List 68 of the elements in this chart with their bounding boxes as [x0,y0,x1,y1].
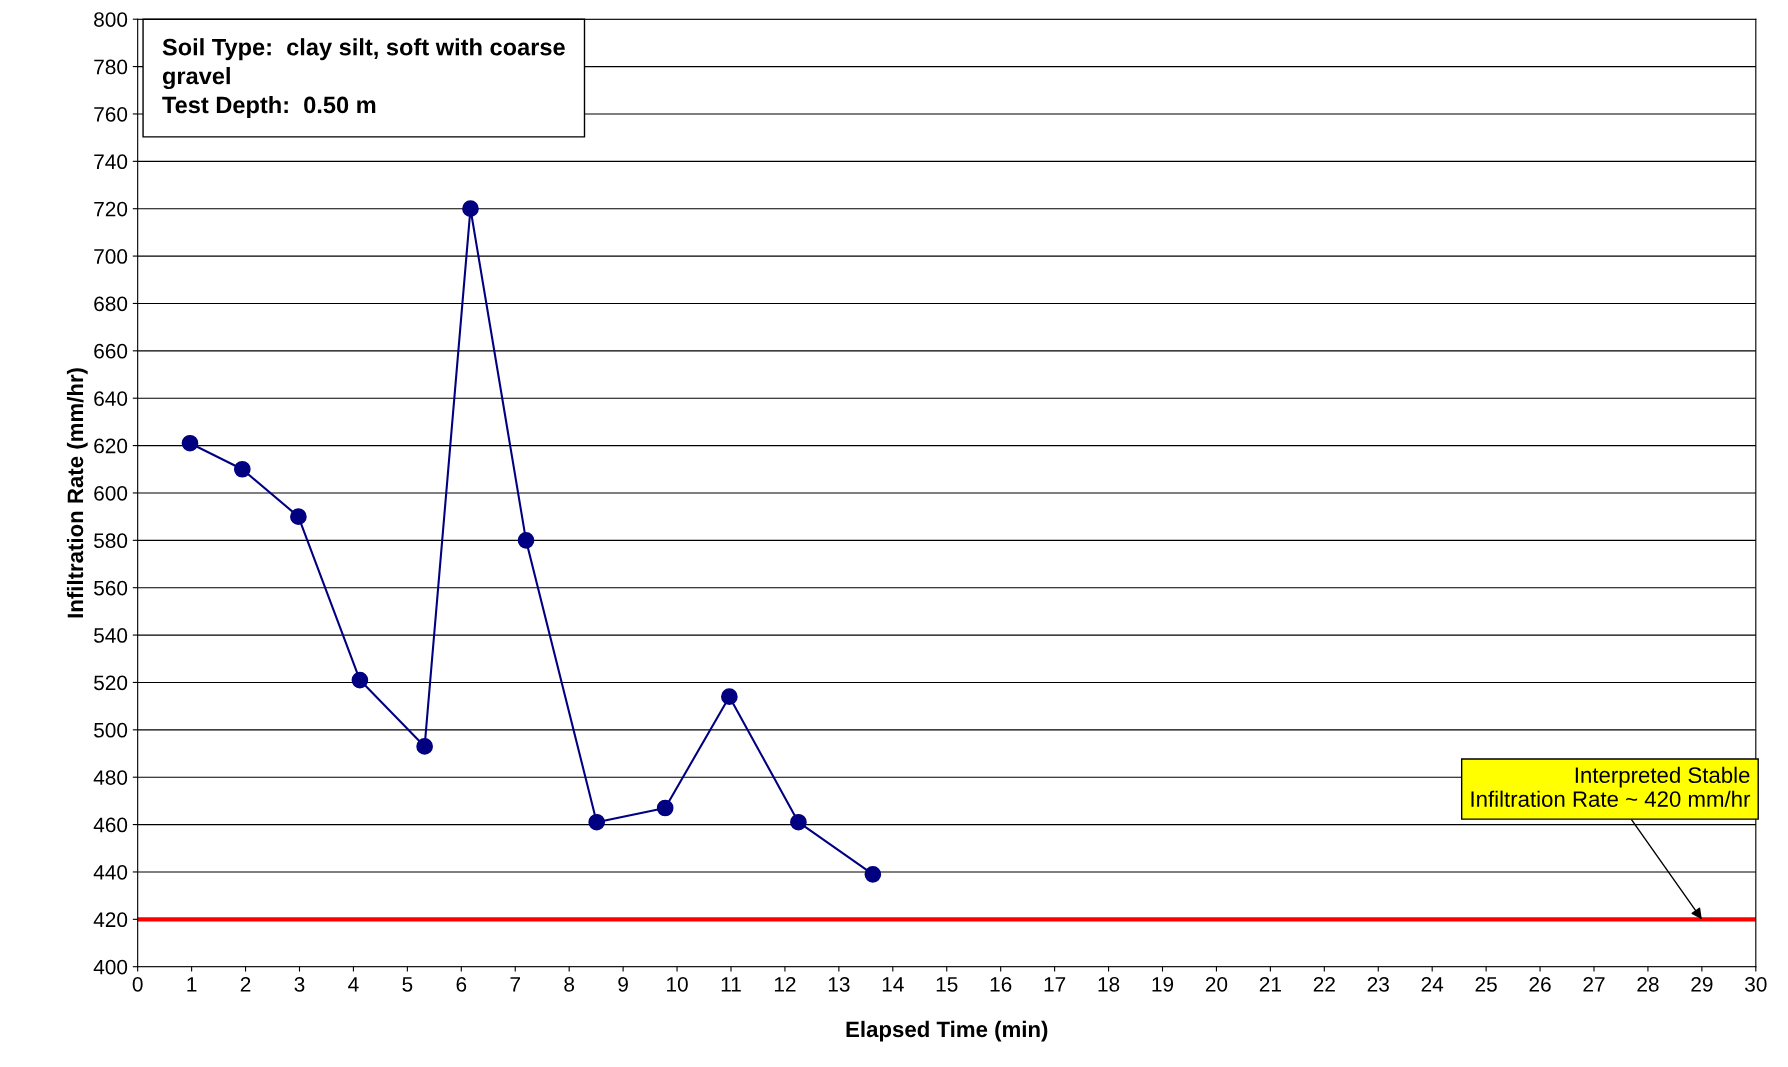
x-tick-label: 9 [618,976,628,992]
annotation: Interpreted Stable Infiltration Rate ~ 420 mm/hr [1471,766,1751,807]
y-tick-label: 520 [94,675,128,691]
x-tick-label: 13 [828,976,850,992]
y-tick-label: 500 [94,722,128,738]
x-tick-label: 27 [1583,976,1605,992]
y-tick-label: 460 [93,817,128,833]
y-axis-title: Infiltration Rate (mm/hr) [66,368,88,618]
y-tick-label: 540 [94,628,128,643]
x-tick-label: 2 [240,976,251,992]
y-tick-label: 560 [94,580,128,596]
y-tick-label: 680 [94,296,128,312]
y-tick-label: 660 [94,343,128,359]
point [656,799,674,817]
x-tick-label: 4 [348,977,359,992]
x-tick-label: 17 [1044,977,1066,992]
x-tick-label: 0 [132,976,143,992]
y-tick-label: 440 [93,864,128,880]
x-tick-label: 7 [510,977,520,992]
x-tick-label: 12 [774,976,796,992]
x-tick-label: 15 [936,977,958,992]
x-tick-label: 5 [402,977,413,992]
x-tick-label: 23 [1367,976,1389,992]
x-tick-label: 28 [1637,976,1659,992]
x-tick-label: 20 [1205,976,1228,992]
x-tick-label: 26 [1529,976,1551,992]
point [517,531,535,549]
point [588,813,606,831]
y-tick-label: 480 [93,770,128,785]
y-tick-label: 740 [94,154,128,170]
y-tick-label: 600 [94,485,128,501]
x-tick-label: 25 [1475,976,1497,992]
x-tick-label: 10 [667,976,688,992]
point [181,434,199,452]
x-tick-label: 14 [882,977,904,992]
x-tick-label: 3 [294,976,305,992]
x-tick-label: 16 [990,976,1012,992]
x-tick-label: 11 [721,977,741,992]
point [462,200,479,218]
point [721,688,738,705]
x-tick-label: 19 [1152,976,1174,992]
x-tick-label: 29 [1691,976,1713,992]
point [790,813,807,831]
y-tick-label: 700 [94,249,128,264]
x-tick-label: 1 [187,977,197,992]
y-tick-label: 620 [94,438,128,454]
y-tick-label: 760 [94,106,128,122]
point [351,671,369,689]
y-tick-label: 640 [94,391,128,406]
x-tick-label: 21 [1259,976,1281,992]
x-tick-label: 6 [456,976,467,992]
y-tick-label: 580 [94,533,128,549]
x-axis-title: Elapsed Time (min) [846,1020,1048,1042]
point [233,460,251,478]
x-tick-label: 8 [564,976,575,992]
x-tick-label: 22 [1313,976,1335,992]
annotation: Soil Type: clay silt, soft with coarse gravel Test Depth: 0.50 m [162,38,565,118]
y-tick-label: 800 [94,12,128,27]
x-tick-label: 24 [1421,976,1444,992]
point [864,865,882,883]
x-tick-label: 30 [1745,976,1767,992]
x-tick-label: 18 [1098,976,1120,992]
y-tick-label: 420 [93,912,128,928]
y-tick-label: 780 [94,59,128,75]
y-tick-label: 400 [93,959,128,975]
point [416,738,433,755]
point [290,508,307,525]
y-tick-label: 720 [94,201,128,217]
